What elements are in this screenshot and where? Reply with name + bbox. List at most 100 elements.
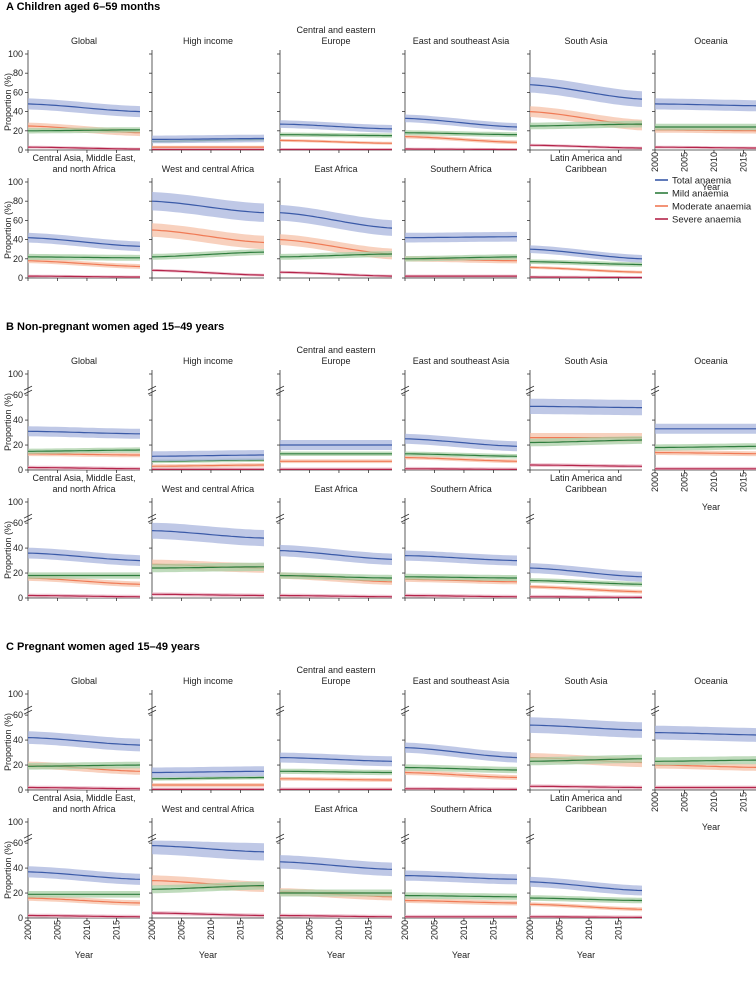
severe-anaemia-line: [405, 468, 517, 470]
axis-break-mark: [275, 513, 285, 523]
panel-title: and north Africa: [52, 484, 115, 494]
axis-break-mark: [275, 385, 285, 395]
mild-anaemia-line: [28, 256, 140, 259]
moderate-anaemia-line: [28, 453, 140, 456]
mild-anaemia-line: [28, 129, 141, 132]
x-axis-label: Year: [577, 950, 595, 960]
panel-title: Global: [71, 36, 97, 46]
moderate-anaemia-line: [151, 229, 265, 244]
y-axis-label: Proportion (%): [3, 73, 13, 131]
total-anaemia-line: [151, 530, 265, 539]
total-anaemia-line: [530, 405, 642, 409]
panel-title: East Africa: [314, 164, 357, 174]
moderate-anaemia-line: [404, 456, 518, 462]
x-tick-label: 2005: [679, 472, 689, 492]
total-anaemia-line: [151, 845, 265, 853]
panel-title: East and southeast Asia: [413, 676, 510, 686]
y-tick-label: 40: [13, 543, 23, 553]
x-tick-label: 2010: [459, 920, 469, 940]
y-tick-label: 40: [13, 107, 23, 117]
panel-title: and north Africa: [52, 804, 115, 814]
panel-title: East Africa: [314, 484, 357, 494]
x-tick-label: 2005: [304, 920, 314, 940]
total-anaemia-line: [405, 236, 517, 239]
total-anaemia-line: [27, 430, 140, 435]
legend-label-mild: Mild anaemia: [672, 189, 729, 200]
severe-anaemia-line: [405, 148, 517, 151]
total-anaemia-line: [529, 881, 643, 892]
axis-break-mark: [525, 385, 535, 395]
moderate-anaemia-line: [529, 266, 643, 273]
y-tick-label: 40: [13, 235, 23, 245]
y-tick-label: 40: [13, 735, 23, 745]
mild-anaemia-line: [530, 439, 643, 444]
total-anaemia-line: [152, 137, 264, 140]
severe-anaemia-line: [28, 786, 141, 790]
axis-break-mark: [400, 385, 410, 395]
axis-break-mark: [650, 385, 660, 395]
x-tick-label: 2000: [400, 920, 410, 940]
panel-title: Central Asia, Middle East,: [32, 153, 135, 163]
panel-title: Oceania: [694, 676, 728, 686]
total-anaemia-line: [529, 567, 643, 578]
y-tick-label: 100: [8, 49, 23, 59]
x-axis-label: Year: [75, 950, 93, 960]
x-tick-label: 2000: [525, 920, 535, 940]
panel-title: Southern Africa: [430, 484, 492, 494]
x-tick-label: 2015: [488, 920, 498, 940]
x-tick-label: 2000: [650, 152, 660, 172]
panel-title: Central Asia, Middle East,: [32, 473, 135, 483]
severe-anaemia-line: [280, 594, 393, 598]
moderate-anaemia-line: [654, 451, 756, 455]
total-anaemia-line: [529, 248, 643, 260]
panel-title: Oceania: [694, 36, 728, 46]
x-tick-label: 2010: [584, 920, 594, 940]
section-title: B Non-pregnant women aged 15–49 years: [6, 321, 224, 333]
mild-anaemia-line: [279, 134, 392, 137]
axis-break-mark: [525, 705, 535, 715]
y-tick-label: 20: [13, 760, 23, 770]
moderate-anaemia-line: [151, 464, 264, 467]
x-tick-label: 2000: [650, 472, 660, 492]
total-anaemia-line: [655, 731, 756, 736]
mild-anaemia-line: [28, 449, 141, 452]
x-tick-label: 2010: [334, 920, 344, 940]
axis-break-mark: [400, 513, 410, 523]
severe-anaemia-line: [151, 269, 265, 276]
total-anaemia-line: [27, 237, 141, 247]
panel-title: Caribbean: [565, 484, 607, 494]
total-anaemia-line: [529, 84, 643, 100]
y-tick-label: 100: [8, 497, 23, 507]
y-tick-label: 20: [13, 126, 23, 136]
x-tick-label: 2005: [176, 920, 186, 940]
y-tick-label: 20: [13, 440, 23, 450]
total-anaemia-line: [279, 123, 393, 130]
y-tick-label: 100: [8, 817, 23, 827]
axis-break-mark: [147, 833, 157, 843]
total-anaemia-line: [404, 747, 518, 759]
y-tick-label: 0: [18, 145, 23, 155]
total-anaemia-line: [404, 555, 518, 562]
x-tick-label: 2015: [363, 920, 373, 940]
panel-title: Caribbean: [565, 164, 607, 174]
x-tick-label: 2005: [679, 152, 689, 172]
x-tick-label: 2010: [709, 472, 719, 492]
y-tick-label: 60: [13, 87, 23, 97]
y-tick-label: 20: [13, 888, 23, 898]
y-axis-label: Proportion (%): [3, 201, 13, 259]
axis-break-mark: [23, 833, 33, 843]
mild-anaemia-line: [151, 251, 265, 258]
y-tick-label: 60: [13, 838, 23, 848]
y-tick-label: 100: [8, 689, 23, 699]
axis-break-mark: [275, 833, 285, 843]
x-tick-label: 2005: [52, 920, 62, 940]
total-anaemia-line: [27, 737, 141, 746]
panel-title: Central and eastern: [296, 25, 375, 35]
mild-anaemia-line: [655, 445, 756, 449]
moderate-anaemia-line: [654, 764, 756, 768]
y-tick-label: 0: [18, 465, 23, 475]
mild-anaemia-line: [279, 253, 393, 258]
axis-break-mark: [650, 705, 660, 715]
mild-anaemia-line: [405, 256, 517, 260]
severe-anaemia-line: [279, 271, 393, 277]
